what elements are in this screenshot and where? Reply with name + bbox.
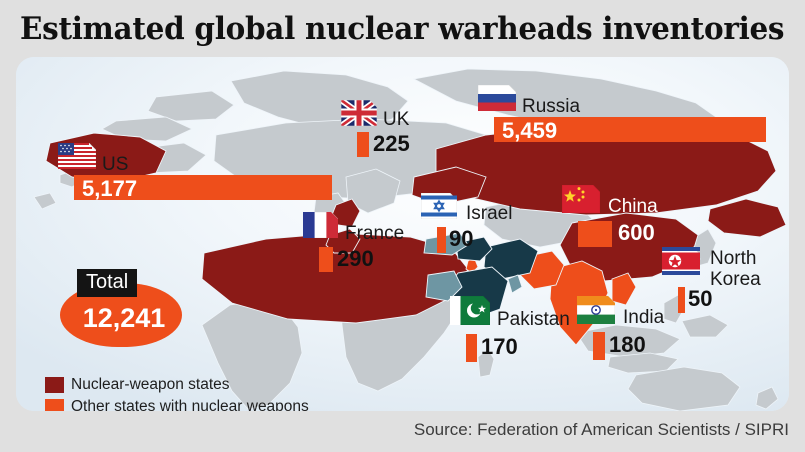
flag-north-korea [662, 247, 700, 275]
value-us: 5,177 [82, 176, 138, 201]
country-block-india[interactable]: India 180 [577, 296, 697, 364]
legend: Nuclear-weapon states Other states with … [45, 374, 354, 411]
country-block-israel[interactable]: Israel 90 [421, 193, 531, 255]
value-israel: 90 [449, 226, 474, 251]
bar-pakistan [466, 334, 477, 362]
world-map-panel: US 5,177 Russia 5,459 UK 225 [16, 57, 789, 411]
country-label-north-korea-line1: North [710, 248, 757, 269]
total-block: Total 12,241 [60, 269, 200, 347]
flag-france [303, 212, 338, 238]
flag-india [577, 296, 615, 324]
country-block-russia[interactable]: Russia 5,459 [478, 85, 768, 145]
bar-india [593, 332, 605, 360]
bar-israel [437, 227, 446, 253]
flag-pakistan [450, 296, 490, 325]
flag-china [562, 185, 600, 213]
flag-russia [478, 85, 516, 111]
page-title: Estimated global nuclear warheads invent… [20, 11, 785, 47]
swatch-orange-icon [45, 398, 64, 411]
value-france: 290 [337, 246, 374, 271]
bar-uk [357, 132, 369, 157]
flag-israel [421, 193, 457, 219]
country-block-north-korea[interactable]: North Korea 50 [662, 247, 789, 325]
map-nuclear-weapon-states [45, 122, 787, 324]
legend-label-0: Nuclear-weapon states [71, 376, 230, 393]
value-india: 180 [609, 332, 646, 357]
country-label-uk: UK [383, 109, 410, 130]
flag-uk [341, 100, 377, 126]
value-china: 600 [618, 220, 655, 245]
legend-item-nuclear-weapon-states: Nuclear-weapon states [45, 374, 354, 395]
total-badge-label: Total [77, 269, 138, 297]
country-block-china[interactable]: China 600 [562, 185, 682, 251]
value-uk: 225 [373, 131, 410, 156]
value-russia: 5,459 [502, 118, 558, 143]
swatch-dark-red-icon [45, 376, 64, 393]
legend-item-other-nuclear-states: Other states with nuclear weapons [45, 396, 354, 411]
country-label-us: US [102, 154, 129, 175]
source-note: Source: Federation of American Scientist… [413, 420, 789, 439]
bar-us [74, 175, 332, 200]
country-label-china: China [608, 196, 658, 217]
country-label-pakistan: Pakistan [497, 309, 570, 330]
country-block-uk[interactable]: UK 225 [341, 100, 431, 162]
country-block-france[interactable]: France 290 [303, 212, 413, 274]
country-block-pakistan[interactable]: Pakistan 170 [450, 296, 590, 364]
value-north-korea: 50 [688, 286, 713, 311]
country-label-france: France [345, 223, 405, 244]
country-label-israel: Israel [466, 203, 513, 224]
country-label-india: India [623, 307, 665, 328]
bar-russia [494, 117, 766, 142]
flag-us [58, 143, 96, 169]
world-map-graphic [16, 57, 789, 411]
value-pakistan: 170 [481, 334, 518, 359]
country-block-us[interactable]: US 5,177 [58, 143, 333, 203]
map-interest-nuclear-states [423, 232, 523, 302]
total-value: 12,241 [82, 303, 166, 333]
bar-france [319, 247, 333, 272]
legend-label-1: Other states with nuclear weapons [71, 398, 309, 411]
country-label-russia: Russia [522, 96, 581, 117]
bar-china [578, 221, 612, 247]
country-label-north-korea-line2: Korea [710, 269, 761, 290]
bar-north-korea [678, 287, 685, 313]
